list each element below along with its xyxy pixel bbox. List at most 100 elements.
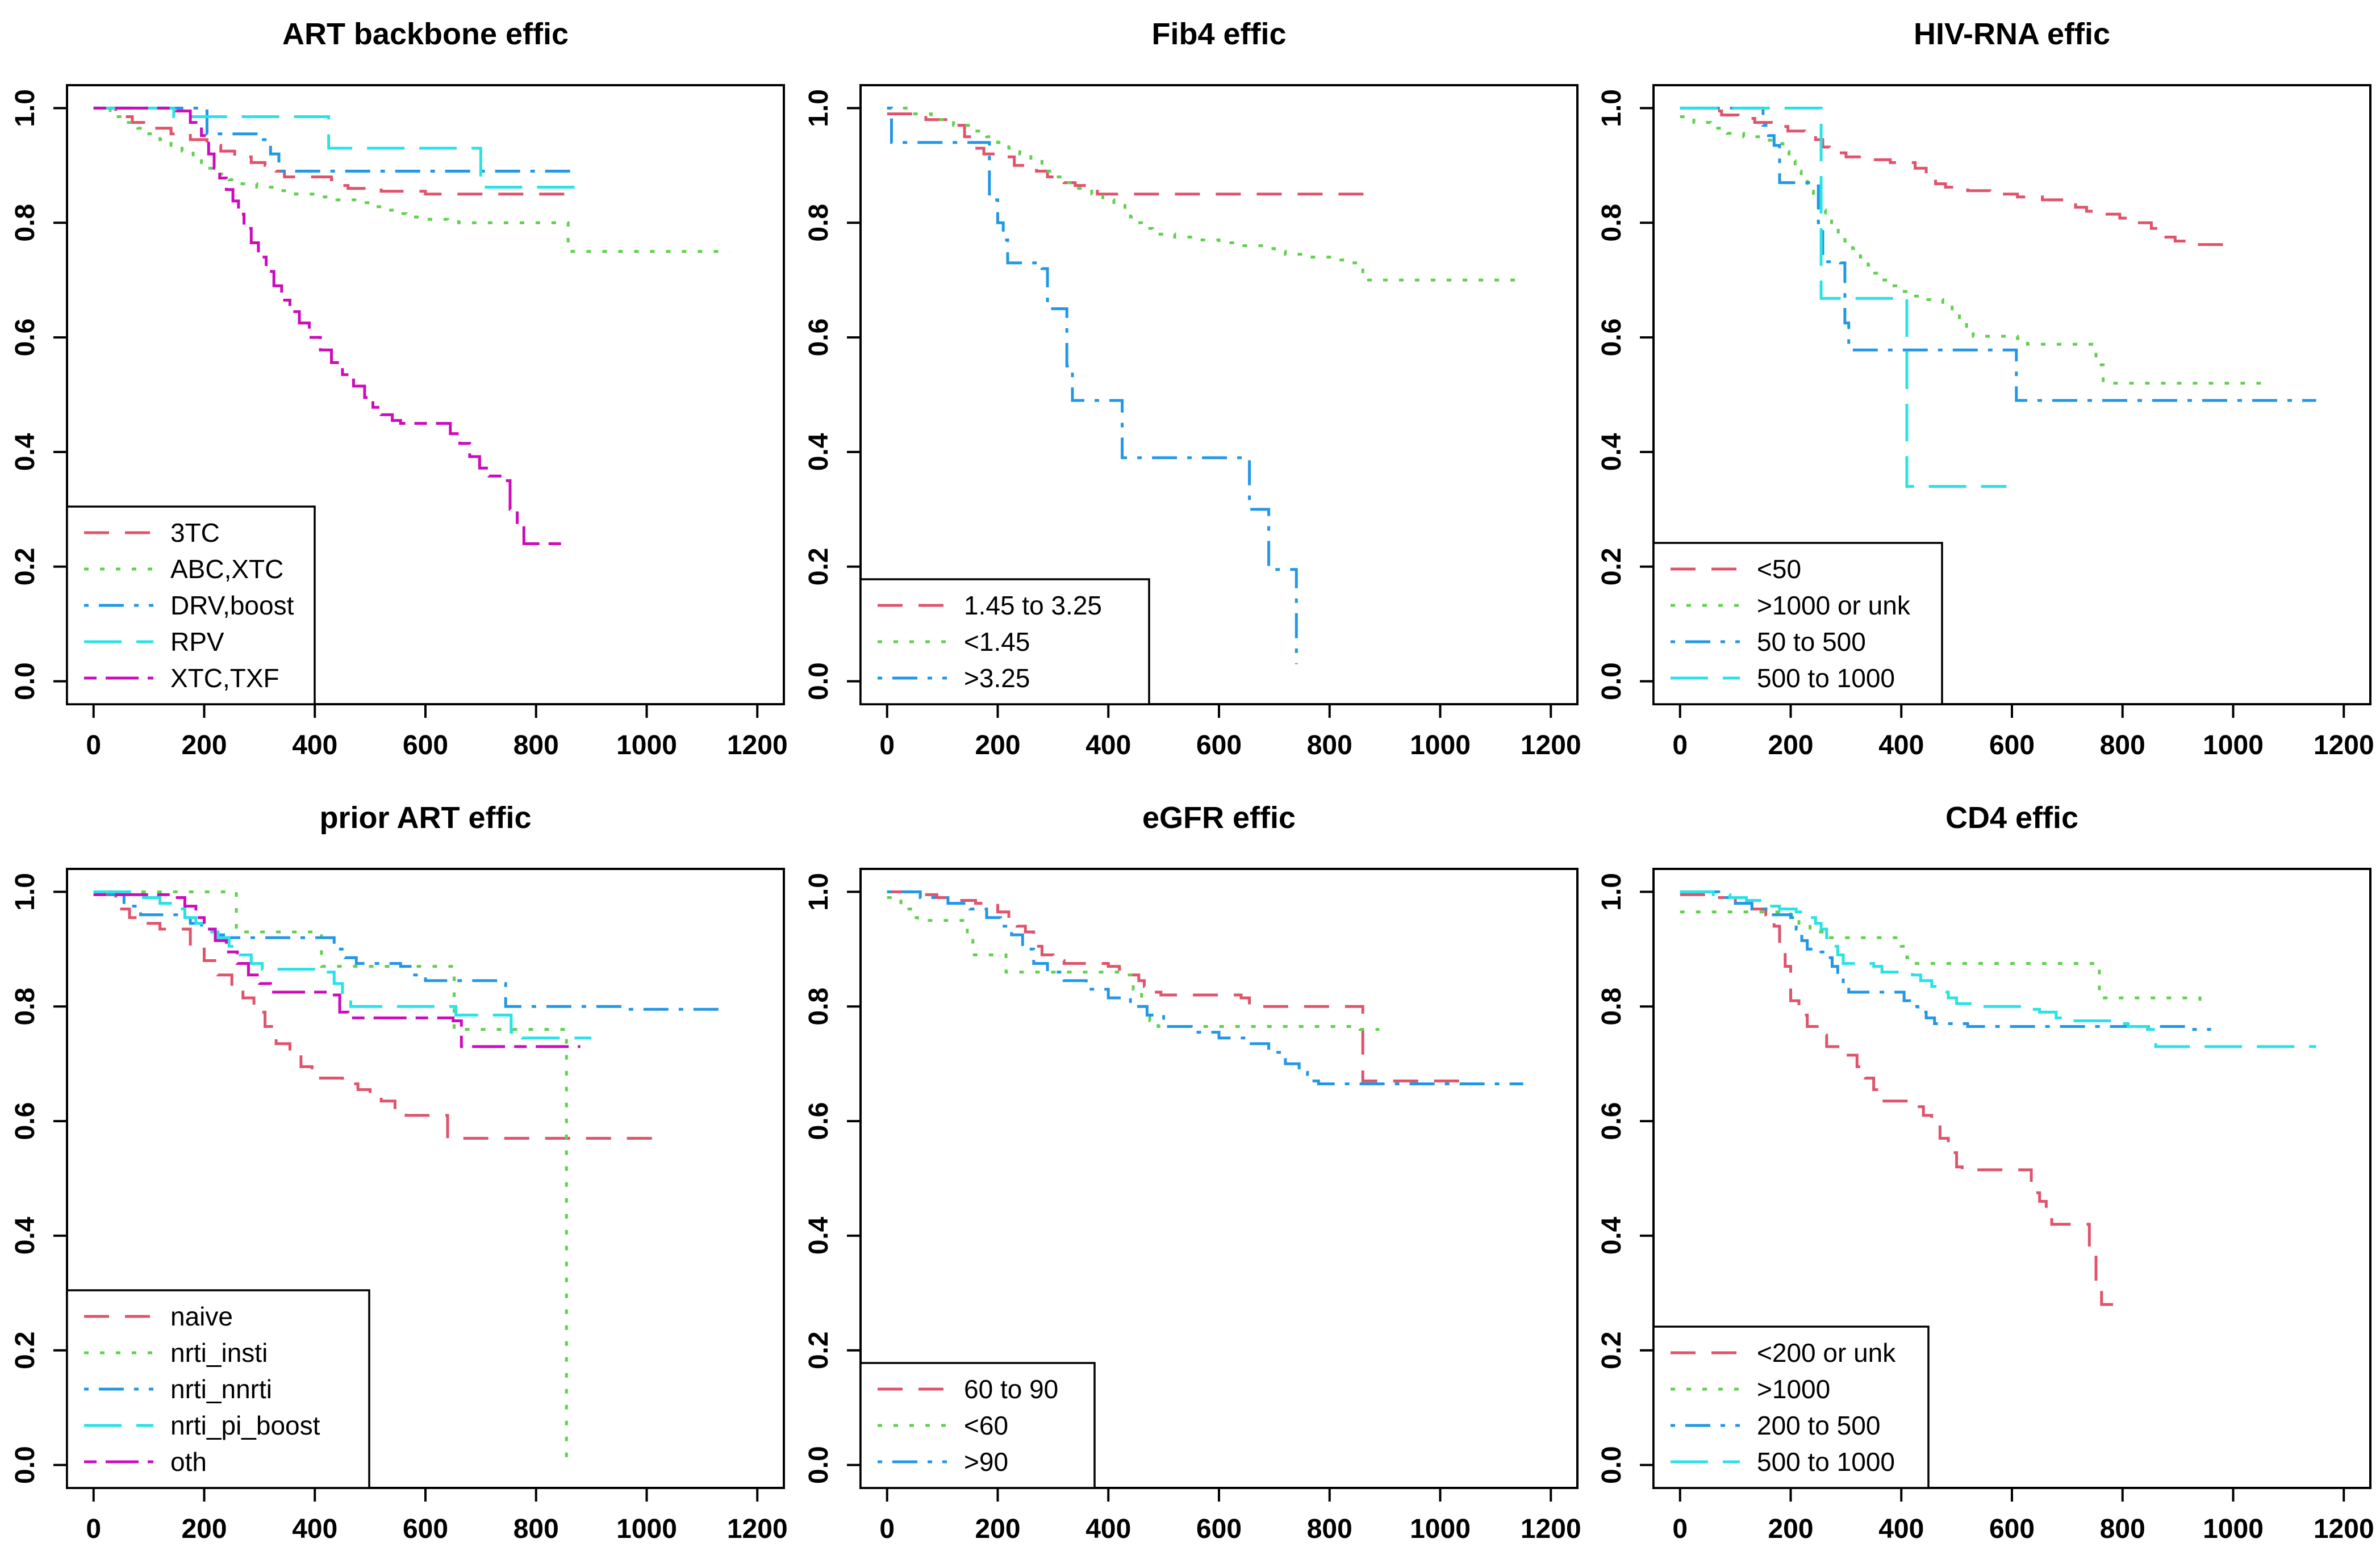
legend-label: <60 — [964, 1411, 1008, 1440]
series-line--200-or-unk — [1680, 893, 2117, 1306]
km-panel-fib4: Fib4 effic 0 200 400 600 800 1000 1200 0.0 0.2 0.4… — [794, 0, 1587, 784]
x-axis-tick-label: 1200 — [727, 1514, 788, 1544]
series-line-50-to-500 — [1680, 106, 2316, 402]
y-axis-tick-label: 1.0 — [804, 873, 834, 911]
x-axis-tick-label: 0 — [86, 730, 101, 760]
legend-label: nrti_pi_boost — [170, 1411, 320, 1440]
y-axis-tick-label: 0.2 — [1597, 547, 1627, 586]
series-line-naive — [93, 893, 663, 1140]
x-axis-tick-label: 400 — [292, 1514, 337, 1544]
x-axis-tick-label: 1200 — [727, 730, 788, 760]
legend-label: 60 to 90 — [964, 1374, 1058, 1404]
x-axis-tick-label: 200 — [1768, 1514, 1813, 1544]
legend: naive nrti_insti nrti_nnrti nrti_pi_boostot… — [66, 1289, 370, 1489]
x-axis-tick-label: 600 — [1989, 1514, 2035, 1544]
km-panel-cd4: CD4 effic 0 200 400 600 800 1000 1200 0.0 0.2 0.4 0… — [1586, 784, 2380, 1568]
x-axis-tick-label: 1000 — [2203, 1514, 2264, 1544]
legend-label: >1000 — [1757, 1374, 1830, 1404]
legend-label: >3.25 — [964, 663, 1030, 693]
series-line-500-to-1000 — [1680, 106, 2007, 488]
legend-label: nrti_nnrti — [170, 1374, 272, 1404]
x-axis-tick-label: 600 — [1989, 730, 2035, 760]
x-axis-tick-label: 1000 — [1410, 730, 1471, 760]
x-axis-tick-label: 800 — [1307, 1514, 1352, 1544]
legend-label: >90 — [964, 1447, 1008, 1477]
legend-label: >1000 or unk — [1757, 591, 1911, 620]
legend: <50 >1000 or unk 50 to 500 500 to 1000 — [1652, 542, 1943, 705]
y-axis-tick-label: 1.0 — [1597, 89, 1627, 127]
x-axis-tick-label: 400 — [1085, 1514, 1131, 1544]
y-axis-tick-label: 0.2 — [804, 547, 834, 586]
x-axis-tick-label: 0 — [86, 1514, 101, 1544]
x-axis-tick-label: 600 — [1196, 1514, 1242, 1544]
legend: 3TC ABC,XTC DRV,boost RPV XTC,TXF — [66, 505, 316, 705]
legend-label: DRV,boost — [170, 591, 294, 620]
x-axis-tick-label: 1000 — [1410, 1514, 1471, 1544]
y-axis-tick-label: 0.0 — [10, 1446, 40, 1484]
x-axis-tick-label: 800 — [2100, 730, 2145, 760]
series-line-1-45-to-3-25 — [887, 112, 1374, 196]
series-line-nrti-insti — [93, 890, 568, 1465]
y-axis-tick-label: 0.4 — [804, 433, 834, 471]
y-axis-tick-label: 1.0 — [10, 873, 40, 911]
panel-title: Fib4 effic — [1151, 17, 1286, 51]
km-panel-art-backbone: ART backbone effic 0 200 400 600 800 1000 1200 0… — [0, 0, 794, 784]
legend: 60 to 90 <60 >90 — [859, 1362, 1096, 1489]
y-axis-tick-label: 0.2 — [10, 547, 40, 586]
y-axis-tick-label: 0.4 — [10, 433, 40, 471]
legend-label: 50 to 500 — [1757, 627, 1866, 657]
legend-label: 3TC — [170, 518, 220, 547]
panel-title: ART backbone effic — [282, 17, 569, 51]
km-chart-art-backbone: ART backbone effic 0 200 400 600 800 1000 1200 0… — [0, 0, 794, 784]
series-line--1000-or-unk — [1680, 115, 2261, 385]
x-axis-tick-label: 800 — [1307, 730, 1352, 760]
legend-label: <200 or unk — [1757, 1338, 1896, 1368]
x-axis-tick-label: 400 — [1878, 1514, 1924, 1544]
y-axis-tick-label: 0.6 — [1597, 319, 1627, 357]
y-axis-tick-label: 0.8 — [10, 204, 40, 242]
x-axis-tick-label: 0 — [879, 730, 895, 760]
km-panel-egfr: eGFR effic 0 200 400 600 800 1000 1200 0.0 0.2 0.4… — [794, 784, 1587, 1568]
x-axis-tick-label: 800 — [513, 730, 559, 760]
legend-label: XTC,TXF — [170, 663, 279, 693]
x-axis-tick-label: 400 — [292, 730, 337, 760]
y-axis-tick-label: 0.4 — [10, 1216, 40, 1255]
km-chart-hiv-rna: HIV-RNA effic 0 200 400 600 800 1000 1200 0.0 0.2… — [1586, 0, 2380, 784]
legend-label: naive — [170, 1302, 233, 1331]
x-axis-tick-label: 1200 — [1521, 1514, 1581, 1544]
x-axis-tick-label: 200 — [975, 1514, 1020, 1544]
km-panel-hiv-rna: HIV-RNA effic 0 200 400 600 800 1000 1200 0.0 0.2… — [1586, 0, 2380, 784]
x-axis-tick-label: 0 — [879, 1514, 895, 1544]
km-chart-fib4: Fib4 effic 0 200 400 600 800 1000 1200 0.0 0.2 0.4… — [794, 0, 1587, 784]
series-line-xtc-txf — [93, 106, 570, 545]
series-line--60 — [887, 896, 1380, 1031]
y-axis-tick-label: 0.2 — [1597, 1331, 1627, 1369]
x-axis-tick-label: 1200 — [1521, 730, 1581, 760]
x-axis-tick-label: 0 — [1672, 1514, 1688, 1544]
y-axis-tick-label: 1.0 — [10, 89, 40, 127]
x-axis-tick-label: 400 — [1085, 730, 1131, 760]
y-axis-tick-label: 0.0 — [1597, 662, 1627, 700]
x-axis-tick-label: 800 — [513, 1514, 559, 1544]
y-axis-tick-label: 0.6 — [1597, 1102, 1627, 1140]
y-axis-tick-label: 0.2 — [10, 1331, 40, 1369]
x-axis-tick-label: 200 — [181, 1514, 227, 1544]
series-line-60-to-90 — [887, 890, 1473, 1082]
series-line-nrti-nnrti — [93, 893, 724, 1011]
legend-label: 500 to 1000 — [1757, 663, 1895, 693]
legend-label: <1.45 — [964, 627, 1030, 657]
y-axis-tick-label: 0.6 — [804, 1102, 834, 1140]
panel-title: HIV-RNA effic — [1914, 17, 2110, 51]
x-axis-tick-label: 200 — [181, 730, 227, 760]
km-chart-prior-art: prior ART effic 0 200 400 600 800 1000 1200 0.0 0… — [0, 784, 794, 1568]
legend-box — [859, 578, 1150, 705]
legend: 1.45 to 3.25 <1.45 >3.25 — [859, 578, 1150, 705]
x-axis-tick-label: 600 — [403, 1514, 448, 1544]
legend-label: oth — [170, 1447, 207, 1477]
legend-label: 1.45 to 3.25 — [964, 591, 1102, 620]
x-axis-tick-label: 0 — [1672, 730, 1688, 760]
x-axis-tick-label: 1200 — [2314, 1514, 2374, 1544]
panel-title: eGFR effic — [1142, 801, 1296, 835]
series-line-200-to-500 — [1680, 890, 2211, 1031]
series-line-3tc — [93, 106, 570, 196]
